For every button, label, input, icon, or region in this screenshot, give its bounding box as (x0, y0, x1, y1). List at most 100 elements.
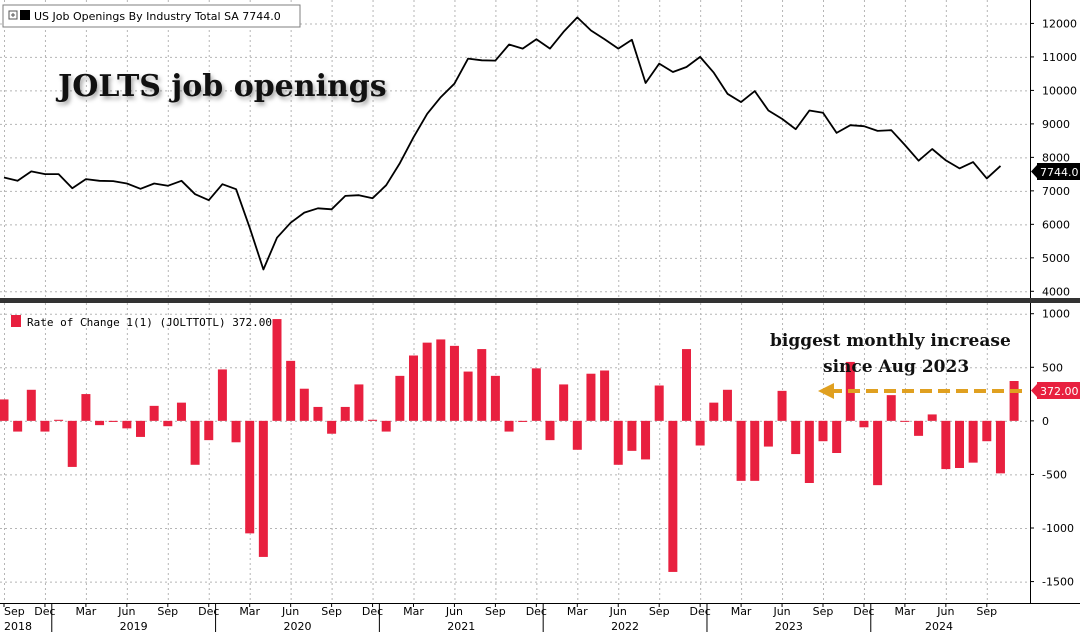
bar-mark (627, 420, 637, 451)
line-last-value-box (1037, 163, 1080, 180)
x-year-label: 2018 (4, 620, 32, 632)
top-legend-box (2, 4, 301, 28)
bar-mark (190, 420, 200, 465)
x-month-label: Sep (649, 605, 670, 618)
x-month-label: Dec (34, 605, 55, 618)
bar-mark (54, 419, 64, 421)
x-month-label: Dec (362, 605, 383, 618)
bar-mark (313, 406, 323, 421)
bar-mark (204, 420, 214, 441)
bar-mark (982, 420, 992, 442)
panel-divider (0, 298, 1080, 303)
x-month-label: Sep (813, 605, 834, 618)
bar-mark (859, 420, 869, 428)
top-ytick-label: 10000 (1042, 84, 1077, 97)
note-line-1: biggest monthly increase (770, 331, 1011, 351)
bar-mark (818, 420, 828, 442)
bar-mark (13, 420, 23, 432)
bar-mark (504, 420, 514, 432)
top-ytick-label: 8000 (1042, 151, 1070, 164)
bottom-ytick-label: 1000 (1042, 308, 1070, 321)
top-ytick-label: 12000 (1042, 17, 1077, 30)
bar-mark (968, 420, 978, 463)
x-year-label: 2021 (447, 620, 475, 632)
bar-mark (886, 395, 896, 421)
x-month-label: Jun (936, 605, 954, 618)
bar-mark (955, 420, 964, 468)
bar-mark (286, 360, 296, 421)
x-month-label: Mar (731, 605, 752, 618)
bar-mark (327, 420, 337, 434)
bar-mark (122, 420, 132, 429)
bar-mark (777, 390, 787, 421)
bar-mark (668, 420, 678, 572)
bar-mark (108, 420, 118, 422)
x-month-label: Dec (853, 605, 874, 618)
x-year-label: 2022 (611, 620, 639, 632)
bar-mark (449, 345, 459, 421)
bar-last-value-box (1037, 382, 1080, 399)
bottom-ytick-label: -1000 (1042, 522, 1074, 535)
bar-mark (518, 420, 528, 422)
bar-mark (804, 420, 814, 483)
bottom-legend-label: Rate of Change 1(1) (JOLTTOTL) 372.00 (27, 316, 272, 329)
line-last-value-pointer (1031, 165, 1037, 178)
bar-mark (900, 420, 910, 422)
bar-mark (272, 319, 282, 421)
note-line-2: since Aug 2023 (823, 357, 969, 377)
bar-mark (149, 405, 159, 421)
bar-mark (477, 349, 487, 421)
x-month-label: Jun (117, 605, 135, 618)
bar-series (0, 319, 1019, 572)
x-year-label: 2019 (120, 620, 148, 632)
x-month-label: Mar (567, 605, 588, 618)
x-month-label: Sep (976, 605, 997, 618)
bar-mark (395, 375, 405, 421)
bottom-ytick-label: 500 (1042, 361, 1063, 374)
x-year-label: 2020 (283, 620, 311, 632)
x-month-label: Sep (485, 605, 506, 618)
bar-mark (832, 420, 842, 453)
bar-mark (791, 420, 801, 455)
bar-mark (422, 342, 432, 421)
line-last-value-label: 7744.0 (1040, 166, 1079, 179)
bar-mark (176, 402, 186, 421)
bar-mark (722, 389, 732, 421)
bar-last-value-label: 372.00 (1040, 385, 1079, 398)
bottom-ytick-label: -500 (1042, 468, 1067, 481)
bar-mark (340, 406, 350, 421)
bar-mark (682, 349, 691, 421)
annotations: US Job Openings By Industry Total SA 774… (2, 4, 1080, 399)
top-legend-swatch (20, 10, 30, 20)
bar-mark (927, 414, 937, 421)
bar-mark (1009, 381, 1019, 421)
bar-mark (600, 370, 610, 421)
x-month-label: Sep (157, 605, 178, 618)
line-series (3, 16, 1002, 271)
bar-mark (26, 389, 36, 421)
chart-headline: JOLTS job openings (55, 69, 387, 104)
bar-mark (613, 420, 623, 465)
note-arrow-head (818, 383, 834, 399)
x-month-label: Jun (772, 605, 790, 618)
bar-mark (559, 384, 569, 421)
bar-mark (217, 369, 227, 421)
bar-mark (136, 420, 145, 437)
x-month-label: Jun (445, 605, 463, 618)
x-year-label: 2024 (925, 620, 953, 632)
bar-mark (531, 368, 541, 421)
bar-mark (0, 399, 9, 421)
bar-mark (641, 420, 651, 460)
bar-mark (709, 402, 719, 421)
bar-last-value-pointer (1031, 384, 1037, 397)
bar-mark (995, 420, 1005, 474)
bar-mark (354, 384, 364, 421)
bar-mark (436, 339, 446, 421)
x-month-label: Sep (321, 605, 342, 618)
bar-mark (736, 420, 746, 481)
bar-mark (231, 420, 241, 443)
axis-labels: 400050006000700080009000100001100012000-… (4, 17, 1077, 632)
bar-mark (463, 371, 473, 421)
top-ytick-label: 11000 (1042, 51, 1077, 64)
